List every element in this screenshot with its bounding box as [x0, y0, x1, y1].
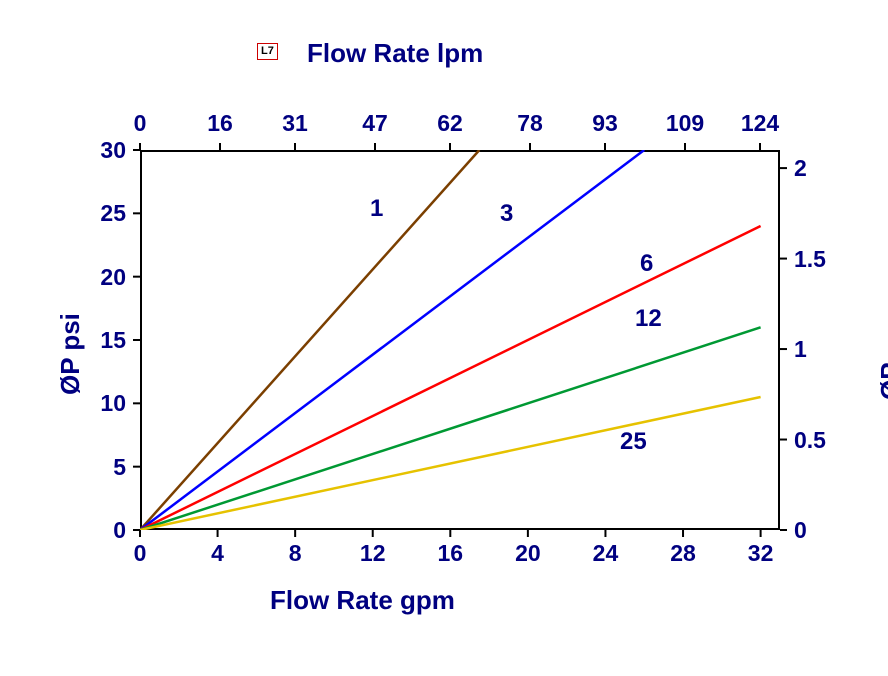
series-label-25: 25 — [620, 428, 647, 456]
chart-container: Flow Rate lpm L7 Flow Rate gpm ØP psi ØP… — [0, 0, 888, 676]
series-label-6: 6 — [640, 250, 653, 278]
chart-svg — [0, 0, 888, 676]
series-line-25 — [140, 397, 761, 530]
top-tick-label: 78 — [517, 110, 543, 137]
right-tick-label: 2 — [794, 155, 807, 182]
left-tick-label: 30 — [100, 137, 126, 164]
series-line-6 — [140, 226, 761, 530]
bottom-tick-label: 28 — [670, 540, 696, 567]
left-tick-label: 5 — [113, 454, 126, 481]
top-tick-label: 16 — [207, 110, 233, 137]
series-label-12: 12 — [635, 305, 662, 333]
bottom-tick-label: 24 — [593, 540, 619, 567]
left-tick-label: 0 — [113, 517, 126, 544]
bottom-tick-label: 0 — [134, 540, 147, 567]
top-tick-label: 0 — [134, 110, 147, 137]
series-label-3: 3 — [500, 200, 513, 228]
left-tick-label: 10 — [100, 390, 126, 417]
right-tick-label: 1.5 — [794, 246, 826, 273]
bottom-tick-label: 16 — [438, 540, 464, 567]
series-line-12 — [140, 327, 761, 530]
bottom-tick-label: 4 — [211, 540, 224, 567]
left-tick-label: 15 — [100, 327, 126, 354]
series-line-1 — [140, 150, 479, 530]
bottom-tick-label: 12 — [360, 540, 386, 567]
top-tick-label: 47 — [362, 110, 388, 137]
right-tick-label: 0.5 — [794, 427, 826, 454]
top-tick-label: 93 — [592, 110, 618, 137]
bottom-tick-label: 32 — [748, 540, 774, 567]
series-line-3 — [140, 150, 644, 530]
top-tick-label: 109 — [666, 110, 704, 137]
right-tick-label: 1 — [794, 336, 807, 363]
left-tick-label: 20 — [100, 264, 126, 291]
series-label-1: 1 — [370, 195, 383, 223]
top-tick-label: 124 — [741, 110, 779, 137]
top-tick-label: 62 — [437, 110, 463, 137]
right-tick-label: 0 — [794, 517, 807, 544]
bottom-tick-label: 20 — [515, 540, 541, 567]
top-tick-label: 31 — [282, 110, 308, 137]
left-tick-label: 25 — [100, 200, 126, 227]
bottom-tick-label: 8 — [289, 540, 302, 567]
